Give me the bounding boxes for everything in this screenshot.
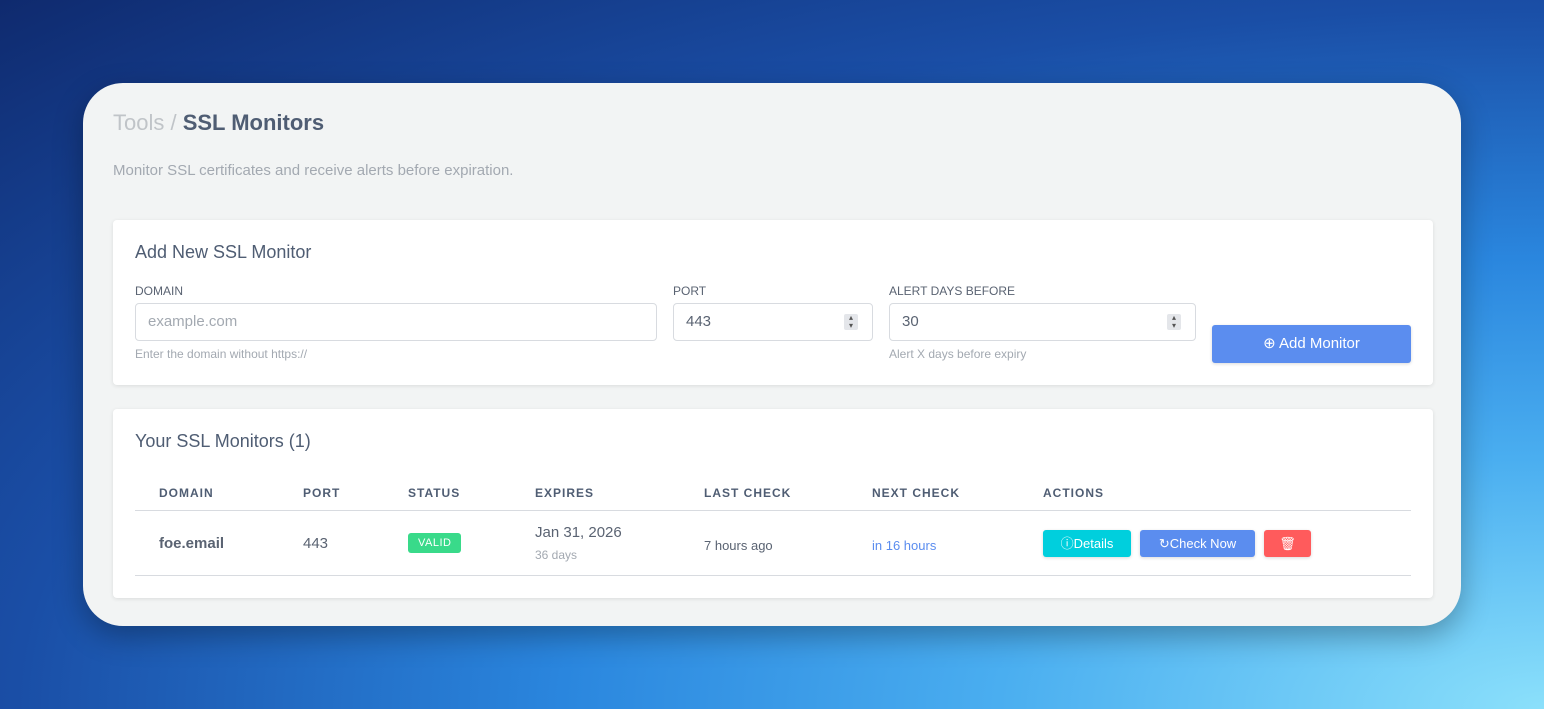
add-monitor-card: Add New SSL Monitor DOMAIN example.com E… xyxy=(113,220,1433,385)
card-title: Add New SSL Monitor xyxy=(135,242,312,262)
row-next-check: in 16 hours xyxy=(872,538,937,553)
row-domain: foe.email xyxy=(159,535,225,552)
details-button[interactable]: ⓘDetails xyxy=(1043,530,1131,557)
card-title: Your SSL Monitors (1) xyxy=(135,431,311,451)
add-monitor-label: Add Monitor xyxy=(1279,335,1360,352)
breadcrumb: Tools / SSL Monitors xyxy=(113,110,324,136)
row-divider xyxy=(135,575,1411,576)
port-label: PORT xyxy=(673,284,707,298)
col-expires: EXPIRES xyxy=(535,486,595,500)
stepper-icon[interactable]: ▴ ▾ xyxy=(1167,314,1181,330)
alert-label: ALERT DAYS BEFORE xyxy=(889,284,1016,298)
col-domain: DOMAIN xyxy=(159,486,214,500)
col-port: PORT xyxy=(303,486,341,500)
col-last-check: LAST CHECK xyxy=(704,486,792,500)
row-expires-in: 36 days xyxy=(535,548,578,562)
header-divider xyxy=(135,510,1411,511)
domain-input[interactable]: example.com xyxy=(135,303,657,341)
status-badge: VALID xyxy=(408,533,462,553)
breadcrumb-parent[interactable]: Tools xyxy=(113,110,165,135)
page-subtitle: Monitor SSL certificates and receive ale… xyxy=(113,162,514,179)
check-now-label: Check Now xyxy=(1169,536,1237,551)
page-title: SSL Monitors xyxy=(182,110,325,135)
port-input[interactable]: 443 ▴ ▾ xyxy=(673,303,873,341)
info-icon: ⓘ xyxy=(1060,536,1074,551)
row-expires: Jan 31, 2026 xyxy=(535,524,622,541)
check-now-button[interactable]: ↻Check Now xyxy=(1140,530,1255,557)
stepper-icon[interactable]: ▴ ▾ xyxy=(844,314,858,330)
app-window: Tools / SSL Monitors Monitor SSL certifi… xyxy=(83,83,1461,626)
port-value: 443 xyxy=(686,313,712,330)
col-status: STATUS xyxy=(408,486,461,500)
col-next-check: NEXT CHECK xyxy=(872,486,961,500)
monitors-card: Your SSL Monitors (1) DOMAIN PORT STATUS… xyxy=(113,409,1433,598)
col-actions: ACTIONS xyxy=(1043,486,1104,500)
row-last-check: 7 hours ago xyxy=(704,538,773,553)
alert-value: 30 xyxy=(902,313,919,330)
alert-help: Alert X days before expiry xyxy=(889,347,1027,361)
trash-icon: 🗑 xyxy=(1279,536,1296,551)
plus-circle-icon: ⊕ xyxy=(1263,335,1276,352)
row-port: 443 xyxy=(303,535,329,552)
alert-days-input[interactable]: 30 ▴ ▾ xyxy=(889,303,1196,341)
details-label: Details xyxy=(1073,536,1114,551)
breadcrumb-separator: / xyxy=(164,110,183,135)
delete-button[interactable]: 🗑 xyxy=(1264,530,1311,557)
refresh-icon: ↻ xyxy=(1158,536,1170,551)
domain-help: Enter the domain without https:// xyxy=(135,347,308,361)
add-monitor-button[interactable]: ⊕ Add Monitor xyxy=(1212,325,1411,363)
domain-label: DOMAIN xyxy=(135,284,183,298)
